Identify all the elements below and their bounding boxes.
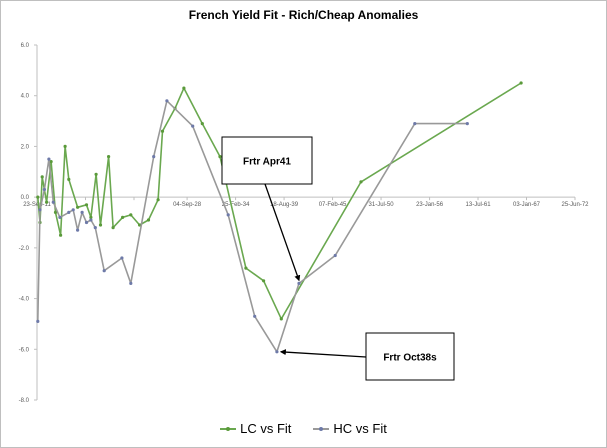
data-point <box>80 210 84 214</box>
series-hc-vs-fit <box>36 99 469 354</box>
data-point <box>84 203 89 207</box>
data-point <box>51 200 55 204</box>
legend-swatch <box>220 424 237 434</box>
data-point <box>102 269 106 273</box>
data-point <box>71 208 75 212</box>
x-tick-label: 18-Aug-39 <box>270 202 299 208</box>
data-point <box>121 215 125 219</box>
data-point <box>519 81 523 85</box>
x-tick-label: 07-Feb-45 <box>319 202 347 208</box>
series-lc-vs-fit <box>36 81 523 321</box>
data-point <box>38 208 42 212</box>
data-point <box>59 233 63 237</box>
data-point <box>146 218 151 222</box>
data-point <box>93 226 97 230</box>
y-tick-label: 4.0 <box>21 94 30 100</box>
data-point <box>67 210 71 214</box>
annotation-callout: Frtr Oct38s <box>279 332 455 381</box>
legend-swatch <box>313 424 330 434</box>
annotation-layer: Frtr Apr41 Frtr Oct38s <box>221 136 455 381</box>
y-tick-label: -4.0 <box>19 297 30 303</box>
data-point <box>279 317 283 321</box>
callout-arrow <box>264 183 301 282</box>
legend-label: LC vs Fit <box>240 421 292 436</box>
y-tick-label: 2.0 <box>21 144 30 150</box>
y-tick-label: 6.0 <box>21 43 30 49</box>
callout-text: Frtr Apr41 <box>243 157 291 168</box>
data-point <box>253 314 257 318</box>
data-point <box>47 157 51 161</box>
data-point <box>94 172 98 176</box>
data-point <box>53 210 58 214</box>
data-point <box>275 350 279 354</box>
callout-arrow <box>279 349 367 358</box>
data-point <box>244 266 248 270</box>
data-point <box>58 215 62 219</box>
data-point <box>182 86 186 90</box>
annotation-callout: Frtr Apr41 <box>221 136 313 282</box>
data-point <box>36 195 40 199</box>
data-point <box>98 223 103 227</box>
data-point <box>42 187 47 192</box>
data-point <box>120 256 124 260</box>
data-point <box>297 281 301 285</box>
legend: LC vs Fit HC vs Fit <box>0 421 607 436</box>
data-point <box>218 155 222 159</box>
series-layer <box>36 81 523 354</box>
series-line <box>37 100 468 353</box>
data-point <box>129 213 133 217</box>
series-line <box>37 82 522 320</box>
x-tick-label: 31-Jul-50 <box>369 202 395 208</box>
axes: 6.0 4.0 2.0 0.0 -2.0 -4.0 -6.0 -8.0 23-Sep-11 04-… <box>19 43 590 404</box>
data-point <box>333 253 337 258</box>
data-point <box>160 129 165 133</box>
data-point <box>49 160 53 164</box>
y-tick-label: -8.0 <box>19 398 30 404</box>
data-point <box>111 226 115 230</box>
legend-item: HC vs Fit <box>313 421 387 436</box>
data-point <box>465 122 469 126</box>
y-tick-label: 0.0 <box>21 195 30 201</box>
x-tick-label: 03-Jan-67 <box>513 202 541 208</box>
y-tick-label: -6.0 <box>19 347 30 353</box>
data-point <box>40 175 44 179</box>
x-tick-label: 13-Jul-61 <box>466 202 492 208</box>
data-point <box>67 177 71 181</box>
x-tick-label: 25-Feb-34 <box>222 202 250 208</box>
callout-text: Frtr Oct38s <box>383 353 437 364</box>
data-point <box>89 215 93 219</box>
callout-box <box>365 332 455 381</box>
data-point <box>63 144 67 148</box>
data-point <box>45 200 49 204</box>
data-point <box>129 281 133 285</box>
data-point <box>89 218 93 222</box>
x-tick-label: 23-Sep-11 <box>23 202 51 208</box>
data-point <box>76 205 80 209</box>
data-point <box>413 122 417 126</box>
data-point <box>152 155 156 159</box>
data-point <box>76 228 80 232</box>
chart-title: French Yield Fit - Rich/Cheap Anomalies <box>188 8 419 22</box>
data-point <box>359 180 363 184</box>
legend-item: LC vs Fit <box>220 421 291 436</box>
x-tick-label: 04-Sep-28 <box>173 202 202 208</box>
x-tick-label: 25-Jun-72 <box>561 202 589 208</box>
data-point <box>165 99 169 103</box>
callout-box <box>221 136 313 185</box>
y-tick-label: -2.0 <box>19 246 30 252</box>
legend-label: HC vs Fit <box>333 421 387 436</box>
data-point <box>200 122 204 126</box>
data-point <box>226 213 230 217</box>
data-point <box>36 319 40 323</box>
data-point <box>156 198 160 202</box>
data-point <box>191 124 195 128</box>
data-point <box>107 155 111 159</box>
data-point <box>84 220 89 225</box>
x-tick-label: 23-Jan-56 <box>416 202 444 208</box>
data-point <box>262 279 266 283</box>
